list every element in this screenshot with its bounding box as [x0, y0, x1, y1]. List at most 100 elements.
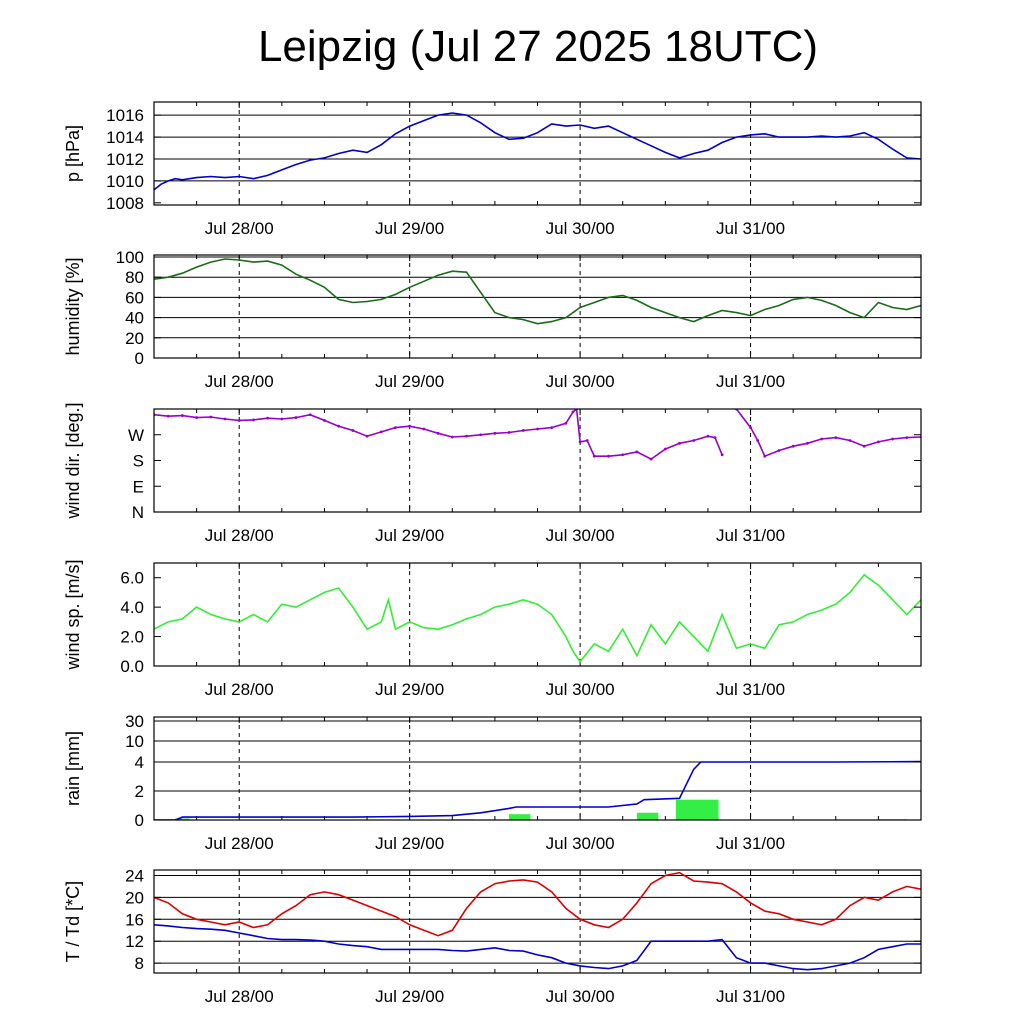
rain-bar [509, 814, 531, 820]
y-tick-label: 1014 [106, 128, 144, 147]
wind-dir-point [252, 418, 255, 422]
wind-dir-point [607, 454, 610, 458]
y-tick-label: W [128, 426, 144, 445]
wind-dir-point [791, 444, 795, 448]
y-tick-label: 20 [125, 888, 144, 907]
y-tick-label: 0.0 [120, 657, 144, 676]
wind-dir-point [536, 427, 539, 431]
x-tick-label: Jul 29/00 [375, 372, 444, 391]
x-tick-label: Jul 29/00 [375, 680, 444, 699]
y-tick-label: 20 [125, 329, 144, 348]
wind-dir-point [663, 447, 667, 451]
x-tick-label: Jul 29/00 [375, 834, 444, 853]
y-axis-label: T / Td [*C] [63, 881, 83, 962]
x-tick-label: Jul 29/00 [375, 526, 444, 545]
x-tick-label: Jul 30/00 [546, 219, 615, 238]
x-tick-label: Jul 31/00 [716, 987, 785, 1006]
y-tick-label: 30 [125, 712, 144, 731]
x-tick-label: Jul 28/00 [205, 372, 274, 391]
y-axis-label: rain [mm] [63, 731, 83, 806]
y-tick-label: 16 [125, 910, 144, 929]
plot-frame [153, 869, 922, 974]
wind-dir-point [181, 414, 184, 417]
x-tick-label: Jul 30/00 [546, 526, 615, 545]
x-tick-label: Jul 31/00 [716, 372, 785, 391]
temperature-series-1 [154, 924, 921, 971]
wind-dir-point [479, 433, 483, 437]
wind-dir-point [678, 441, 681, 445]
wind-dir-point [550, 426, 554, 429]
x-tick-label: Jul 30/00 [546, 680, 615, 699]
x-tick-label: Jul 31/00 [716, 526, 785, 545]
panel-wind-speed: 0.0 2.0 4.0 6.0 Jul 28/00 Jul 29/00 Jul 30/00 J… [63, 559, 922, 699]
y-tick-label: N [132, 503, 144, 522]
wind-dir-point [876, 440, 880, 444]
x-tick-label: Jul 28/00 [205, 987, 274, 1006]
wind-dir-point [294, 416, 298, 419]
wind-dir-point [777, 449, 781, 452]
plot-frame [153, 716, 922, 821]
wind-dir-point [308, 413, 312, 417]
wind-dir-point [756, 439, 760, 442]
plot-frame [153, 254, 922, 359]
wind-dir-point [323, 419, 326, 422]
y-tick-label: 80 [125, 268, 144, 287]
y-axis-label: humidity [%] [63, 257, 83, 355]
page-title: Leipzig (Jul 27 2025 18UTC) [257, 22, 819, 71]
x-tick-label: Jul 28/00 [205, 219, 274, 238]
wind-dir-point [564, 421, 568, 425]
wind-dir-point [848, 439, 852, 442]
x-tick-label: Jul 30/00 [546, 834, 615, 853]
wind-dir-point [394, 426, 397, 429]
wind-dir-point [507, 431, 511, 434]
wind-dir-point [649, 457, 653, 461]
y-tick-label: 2.0 [120, 628, 144, 647]
plot-frame [153, 562, 922, 667]
wind-dir-point [578, 440, 582, 444]
wind-dir-point [834, 436, 838, 440]
y-tick-label: 0 [135, 349, 144, 368]
pressure-series-0 [154, 112, 921, 191]
wind-dir-point [820, 437, 823, 441]
y-tick-label: 8 [135, 954, 144, 973]
y-tick-label: 100 [116, 248, 144, 267]
rain-bar [636, 812, 659, 820]
y-tick-label: 40 [125, 309, 144, 328]
wind-dir-point [891, 437, 894, 441]
rain-series-0 [154, 760, 921, 820]
wind-dir-point [805, 441, 809, 445]
plot-frame [153, 408, 922, 513]
wind-dir-point [280, 417, 284, 421]
wind-dir-point [195, 416, 199, 419]
panel-pressure: 1008 1010 1012 1014 1016 Jul 28/00 Jul 29/00 Ju… [63, 101, 922, 238]
wind-dir-series [154, 409, 921, 461]
wind-speed-series-0 [154, 573, 921, 663]
x-tick-label: Jul 31/00 [716, 219, 785, 238]
wind-dir-point [365, 434, 369, 438]
y-tick-label: 24 [125, 866, 144, 885]
y-tick-label: 10 [125, 732, 144, 751]
x-tick-label: Jul 29/00 [375, 219, 444, 238]
wind-dir-point [266, 416, 270, 420]
x-tick-label: Jul 29/00 [375, 987, 444, 1006]
y-tick-label: 1008 [106, 194, 144, 213]
wind-dir-point [706, 434, 710, 438]
y-tick-label: 1016 [106, 106, 144, 125]
y-tick-label: S [133, 452, 144, 471]
wind-dir-point [450, 435, 454, 439]
wind-dir-point [493, 431, 497, 435]
wind-dir-point [862, 444, 866, 448]
humidity-series-0 [154, 258, 921, 325]
wind-dir-point [720, 453, 724, 457]
wind-dir-point [763, 454, 767, 458]
y-tick-label: 12 [125, 932, 144, 951]
wind-dir-point [621, 453, 625, 457]
panel-temperature: 8 12 16 20 24 Jul 28/00 Jul 29/00 Jul 30/00 Jul … [63, 866, 922, 1006]
wind-dir-point [465, 434, 468, 438]
wind-dir-point [209, 415, 213, 419]
